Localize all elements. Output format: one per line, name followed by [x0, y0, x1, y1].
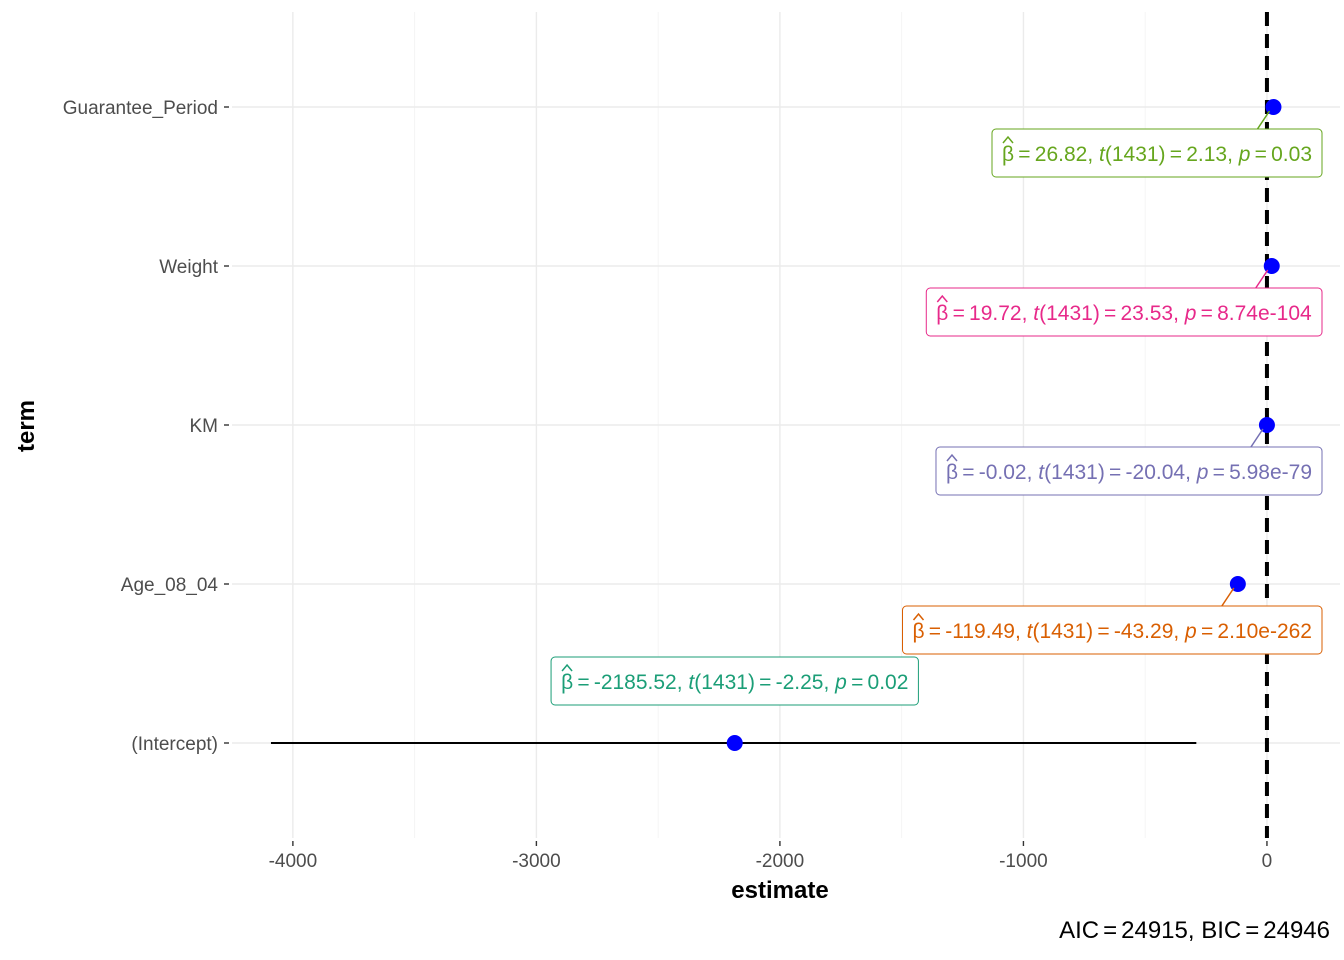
x-tick-label: -1000: [999, 851, 1048, 872]
y-tick-label: Age_08_04: [121, 575, 219, 596]
y-tick-label: Guarantee_Period: [63, 98, 218, 119]
estimate-label: β = -0.02, t(1431) = -20.04, p = 5.98e-7…: [935, 446, 1323, 496]
beta-hat-mark: [1002, 135, 1014, 144]
beta-hat-mark: [946, 453, 958, 462]
estimate-label: β = -119.49, t(1431) = -43.29, p = 2.10e…: [902, 605, 1323, 655]
x-tick-label: -3000: [512, 851, 561, 872]
y-tick-label: Weight: [159, 257, 219, 278]
y-tick-label: (Intercept): [131, 734, 218, 755]
model-fit-caption: AIC = 24915, BIC = 24946: [1059, 917, 1330, 944]
estimate-label: β = 26.82, t(1431) = 2.13, p = 0.03: [991, 128, 1323, 178]
beta-hat-mark: [912, 612, 925, 621]
x-tick-label: -2000: [756, 851, 805, 872]
estimate-label: β = -2185.52, t(1431) = -2.25, p = 0.02: [550, 656, 919, 706]
estimate-label-text: β = 19.72, t(1431) = 23.53, p = 8.74e-10…: [936, 302, 1312, 325]
y-axis-title: term: [13, 400, 40, 452]
estimate-label-text: β = -2185.52, t(1431) = -2.25, p = 0.02: [561, 671, 908, 694]
label-leader-line: [1250, 428, 1264, 448]
estimate-point: [726, 735, 743, 751]
estimate-label: β = 19.72, t(1431) = 23.53, p = 8.74e-10…: [925, 287, 1323, 337]
estimate-label-box: [925, 287, 1323, 337]
estimate-points: [726, 99, 1282, 751]
estimate-label-text: β = 26.82, t(1431) = 2.13, p = 0.03: [1002, 143, 1312, 166]
estimate-label-text: β = -0.02, t(1431) = -20.04, p = 5.98e-7…: [946, 461, 1312, 484]
x-tick-label: -4000: [269, 851, 318, 872]
label-leader-line: [1221, 587, 1235, 607]
estimate-label-box: [991, 128, 1323, 178]
y-axis: (Intercept) Age_08_04 KM Weight Guarantee_Pe…: [63, 98, 229, 755]
beta-hat-mark: [561, 663, 573, 672]
label-leader-line: [1256, 110, 1271, 130]
x-axis-title: estimate: [731, 877, 828, 904]
label-leader-line: [1255, 269, 1269, 289]
beta-hat-mark: [936, 294, 948, 303]
y-tick-label: KM: [190, 416, 219, 437]
estimate-label-text: β = -119.49, t(1431) = -43.29, p = 2.10e…: [913, 620, 1313, 643]
x-tick-label: 0: [1262, 851, 1273, 872]
estimate-label-box: [550, 656, 919, 706]
estimate-labels: β = -2185.52, t(1431) = -2.25, p = 0.02 β…: [550, 110, 1323, 706]
estimate-label-box: [902, 605, 1323, 655]
estimate-label-box: [935, 446, 1323, 496]
x-axis: -4000 -3000 -2000 -1000 0: [269, 841, 1273, 872]
